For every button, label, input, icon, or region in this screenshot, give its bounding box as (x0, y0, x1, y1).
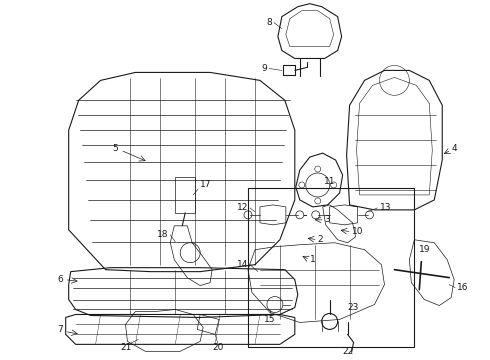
Text: 10: 10 (352, 227, 363, 236)
Text: 13: 13 (379, 203, 391, 212)
Text: 22: 22 (342, 347, 353, 356)
Text: 17: 17 (200, 180, 212, 189)
Text: 23: 23 (347, 303, 359, 312)
Text: 9: 9 (261, 64, 267, 73)
Bar (248, 188, 415, 347)
Bar (175, 177, 195, 213)
Text: 21: 21 (121, 343, 132, 352)
Text: 16: 16 (457, 283, 468, 292)
Text: 4: 4 (451, 144, 457, 153)
Text: 19: 19 (419, 245, 431, 254)
Text: 6: 6 (57, 275, 63, 284)
Text: 5: 5 (113, 144, 119, 153)
Text: 3: 3 (325, 215, 330, 224)
Text: 18: 18 (157, 230, 168, 239)
Text: 1: 1 (310, 255, 316, 264)
Text: 12: 12 (237, 203, 248, 212)
Text: 11: 11 (324, 177, 336, 186)
Text: 20: 20 (212, 343, 223, 352)
Text: 15: 15 (264, 315, 275, 324)
Text: 8: 8 (266, 18, 272, 27)
Text: 14: 14 (237, 260, 248, 269)
Text: 7: 7 (57, 325, 63, 334)
Text: 2: 2 (318, 235, 323, 244)
